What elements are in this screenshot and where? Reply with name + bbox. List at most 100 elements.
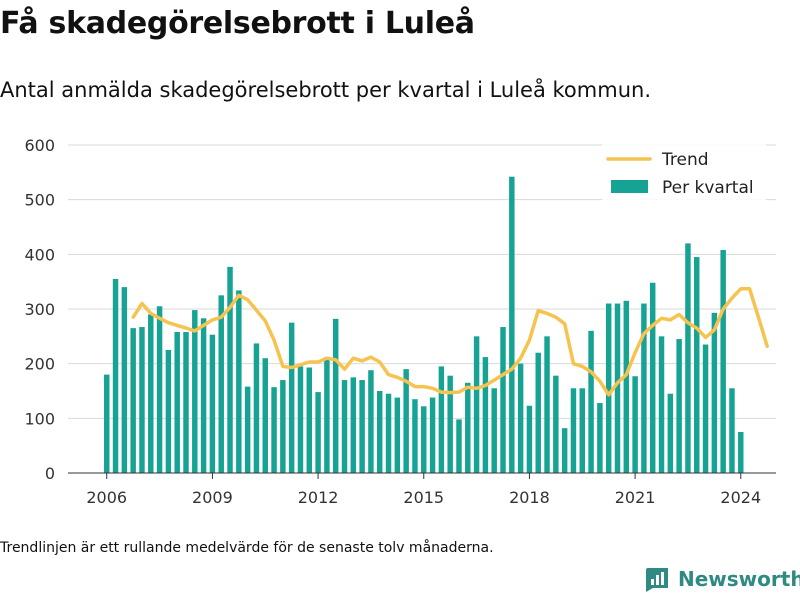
legend-bar-label: Per kvartal (662, 178, 754, 198)
bars-series (104, 176, 744, 473)
footnote: Trendlinjen är ett rullande medelvärde f… (0, 540, 494, 556)
bar (553, 375, 559, 473)
bar (614, 303, 621, 473)
bar (685, 243, 691, 473)
bar (570, 388, 577, 473)
bar (139, 327, 145, 473)
bar (421, 406, 427, 473)
bar (280, 380, 286, 473)
bar (632, 376, 638, 473)
bar (720, 249, 726, 473)
page-subtitle: Antal anmälda skadegörelsebrott per kvar… (0, 78, 651, 102)
bar (359, 380, 365, 473)
bar (271, 387, 277, 473)
x-tick-label: 2015 (403, 488, 444, 507)
bar (200, 318, 207, 473)
y-tick-label: 0 (45, 464, 55, 483)
bar (491, 388, 497, 473)
bar (324, 357, 330, 473)
bar (702, 344, 709, 473)
y-axis-ticks: 0 100 200 300 400 500 600 (24, 136, 55, 483)
bar (350, 377, 357, 473)
bar (130, 328, 136, 473)
bar (403, 369, 409, 473)
bar (667, 393, 674, 473)
x-tick-label: 2021 (615, 488, 656, 507)
y-tick-label: 100 (24, 409, 55, 428)
bar (738, 432, 744, 473)
bar (385, 393, 392, 473)
bar (297, 366, 304, 473)
y-tick-label: 400 (24, 245, 55, 264)
y-tick-label: 200 (24, 355, 55, 374)
bar (156, 306, 163, 473)
bar (306, 367, 313, 473)
bar (658, 336, 665, 473)
bar (482, 357, 489, 473)
bar (148, 314, 154, 473)
bar (641, 303, 647, 473)
bar (377, 391, 383, 473)
bar (121, 287, 128, 473)
bar (694, 257, 700, 473)
x-axis-ticks: 2006 2009 2012 2015 2018 2021 2024 (86, 473, 761, 507)
bar (438, 366, 445, 473)
bar (517, 363, 524, 473)
bar (509, 176, 515, 473)
chart-svg: 0 100 200 300 400 500 600 2006 2009 2012 2015 2018… (24, 136, 776, 507)
bar (473, 336, 480, 473)
bar (729, 388, 735, 473)
bar (174, 331, 180, 473)
bar (209, 334, 216, 473)
bar (456, 419, 462, 473)
x-tick-label: 2006 (86, 488, 127, 507)
bar (465, 382, 471, 473)
bar (104, 374, 110, 473)
y-tick-label: 600 (24, 136, 55, 155)
bar (588, 330, 594, 473)
bar (112, 278, 119, 473)
bar (500, 327, 506, 473)
trend-line (131, 287, 769, 397)
bar (412, 399, 418, 473)
bar (649, 282, 656, 473)
bar (597, 403, 603, 473)
x-tick-label: 2009 (192, 488, 233, 507)
bar (218, 295, 224, 473)
bar (332, 318, 339, 473)
bar (236, 290, 242, 473)
bar (227, 266, 233, 473)
bar (561, 428, 568, 473)
bar (579, 388, 585, 473)
legend-trend-label: Trend (661, 150, 709, 170)
bar (526, 405, 533, 473)
x-tick-label: 2018 (509, 488, 550, 507)
brand-logo: Newsworthy (644, 566, 800, 592)
y-tick-label: 300 (24, 300, 55, 319)
newsworthy-logo-icon (646, 568, 668, 592)
bar (394, 397, 401, 473)
bar (244, 386, 251, 473)
bar (183, 331, 189, 473)
bar (429, 397, 436, 473)
bar (315, 392, 321, 473)
x-tick-label: 2012 (298, 488, 339, 507)
bar (623, 300, 630, 473)
legend: Trend Per kvartal (602, 140, 766, 202)
bar (676, 339, 682, 473)
bar (535, 352, 541, 473)
brand-name: Newsworthy (678, 567, 800, 591)
bar (711, 312, 718, 473)
y-tick-label: 500 (24, 191, 55, 210)
bar (544, 336, 550, 473)
bar (341, 380, 348, 473)
legend-bar-swatch (611, 180, 648, 193)
bar (165, 350, 172, 473)
x-tick-label: 2024 (720, 488, 761, 507)
bar (447, 375, 453, 473)
page-title: Få skadegörelsebrott i Luleå (0, 6, 475, 41)
bar (368, 370, 374, 473)
bar (192, 310, 198, 473)
bar (605, 303, 612, 473)
bar (262, 358, 268, 473)
